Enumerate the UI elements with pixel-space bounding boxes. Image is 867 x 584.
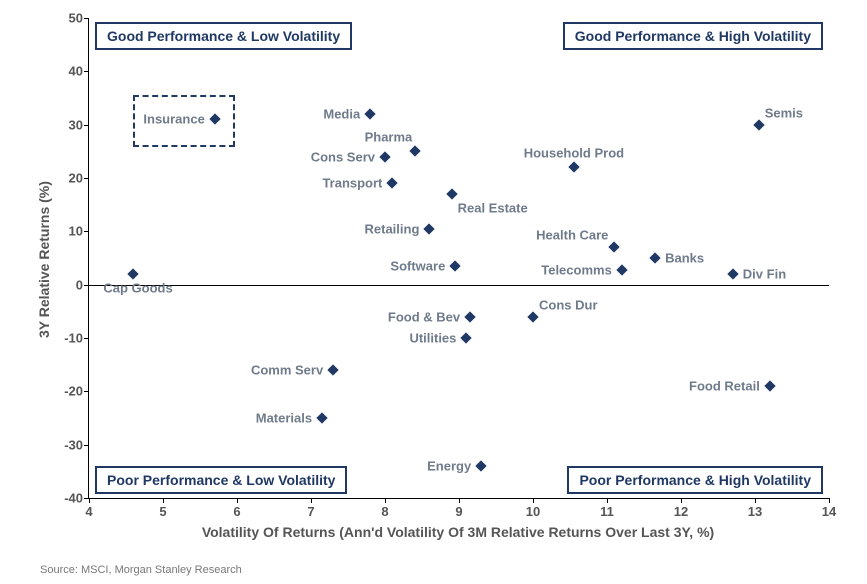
data-point-label: Utilities	[409, 331, 456, 346]
data-point	[609, 242, 620, 253]
data-point	[316, 412, 327, 423]
x-tick-label: 9	[455, 498, 462, 519]
x-tick-label: 10	[526, 498, 540, 519]
data-point-label: Banks	[665, 251, 704, 266]
y-tick-label: 0	[76, 277, 89, 292]
data-point-label: Food & Bev	[388, 309, 460, 324]
x-tick-label: 4	[85, 498, 92, 519]
data-point-label: Real Estate	[458, 201, 528, 216]
quadrant-label: Good Performance & Low Volatility	[95, 22, 352, 50]
source-text: Source: MSCI, Morgan Stanley Research	[40, 564, 242, 576]
data-point	[446, 188, 457, 199]
data-point	[387, 178, 398, 189]
data-point	[527, 311, 538, 322]
data-point-label: Household Prod	[524, 146, 624, 161]
y-tick-label: -30	[64, 437, 89, 452]
x-tick-label: 12	[674, 498, 688, 519]
x-tick-label: 6	[233, 498, 240, 519]
data-point	[753, 119, 764, 130]
x-tick-label: 14	[822, 498, 836, 519]
data-point-label: Telecomms	[541, 262, 612, 277]
y-tick-label: 10	[69, 224, 89, 239]
y-tick-label: -10	[64, 331, 89, 346]
data-point	[476, 460, 487, 471]
data-point-label: Transport	[322, 176, 382, 191]
quadrant-label: Good Performance & High Volatility	[563, 22, 823, 50]
data-point-label: Retailing	[365, 221, 420, 236]
data-point	[568, 162, 579, 173]
data-point	[461, 332, 472, 343]
data-point	[424, 223, 435, 234]
data-point-label: Semis	[765, 105, 803, 120]
x-axis-title: Volatility Of Returns (Ann'd Volatility …	[202, 524, 714, 540]
data-point	[464, 311, 475, 322]
quadrant-label: Poor Performance & Low Volatility	[95, 466, 347, 494]
x-tick-label: 8	[381, 498, 388, 519]
data-point	[616, 264, 627, 275]
data-point-label: Cap Goods	[103, 281, 172, 296]
data-point	[649, 252, 660, 263]
quadrant-label: Poor Performance & High Volatility	[567, 466, 823, 494]
data-point-label: Health Care	[536, 228, 608, 243]
data-point-label: Div Fin	[743, 267, 786, 282]
data-point-label: Energy	[427, 459, 471, 474]
data-point-label: Food Retail	[689, 379, 760, 394]
x-tick-label: 7	[307, 498, 314, 519]
data-point	[379, 151, 390, 162]
x-tick-label: 5	[159, 498, 166, 519]
y-tick-label: 30	[69, 117, 89, 132]
data-point	[450, 260, 461, 271]
data-point-label: Cons Serv	[311, 149, 375, 164]
data-point	[365, 108, 376, 119]
data-point-label: Cons Dur	[539, 297, 598, 312]
zero-line	[89, 285, 829, 286]
x-tick-label: 13	[748, 498, 762, 519]
data-point	[727, 268, 738, 279]
x-tick-label: 11	[600, 498, 614, 519]
data-point-label: Media	[323, 107, 360, 122]
data-point	[764, 380, 775, 391]
data-point-label: Software	[390, 259, 445, 274]
plot-area: -40-30-20-10010203040504567891011121314G…	[88, 18, 829, 499]
y-tick-label: 50	[69, 11, 89, 26]
data-point	[328, 364, 339, 375]
y-axis-title: 3Y Relative Returns (%)	[36, 181, 52, 338]
data-point	[409, 146, 420, 157]
chart-container: -40-30-20-10010203040504567891011121314G…	[0, 0, 867, 584]
y-tick-label: 40	[69, 64, 89, 79]
data-point-label: Comm Serv	[251, 363, 323, 378]
data-point	[128, 268, 139, 279]
data-point-label: Materials	[256, 411, 312, 426]
y-tick-label: -20	[64, 384, 89, 399]
y-tick-label: 20	[69, 171, 89, 186]
highlight-box	[133, 95, 235, 147]
data-point-label: Pharma	[365, 130, 413, 145]
